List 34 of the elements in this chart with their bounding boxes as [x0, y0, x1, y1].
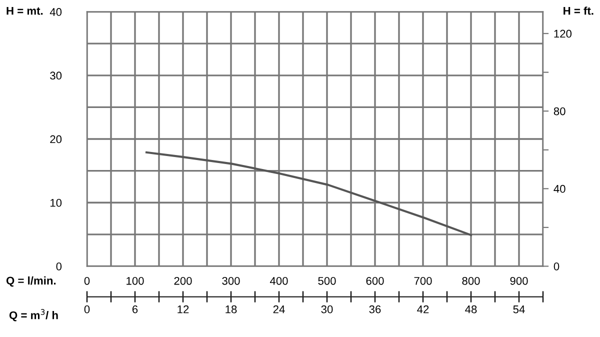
- x2-tick-label: 18: [226, 305, 237, 314]
- x-tick-label: 500: [318, 276, 336, 285]
- x-tick-label: 700: [414, 276, 432, 285]
- y2-tick-label: 0: [554, 262, 560, 270]
- x2-tick-label: 54: [513, 306, 525, 314]
- y-axis-title: H = mt.: [6, 7, 43, 15]
- x-tick-label: 100: [126, 276, 144, 285]
- x-tick-label: 800: [462, 276, 480, 285]
- x2-tick-label: 24: [273, 305, 285, 314]
- x-tick-label: 900: [510, 276, 528, 285]
- y-tick-label: 10: [50, 198, 62, 207]
- x-axis-title: Q = l/min.: [6, 276, 56, 287]
- y-tick-label: 30: [50, 72, 62, 80]
- y2-tick-label: 40: [554, 184, 566, 193]
- x2-tick-label: 12: [178, 305, 189, 314]
- y-tick-label: 0: [56, 262, 62, 270]
- x-tick-label: 600: [366, 276, 384, 285]
- x2-tick-label: 6: [132, 305, 138, 314]
- y-tick-label: 40: [50, 8, 62, 16]
- x2-tick-label: 42: [417, 305, 429, 314]
- y2-tick-label: 80: [554, 107, 566, 116]
- x-tick-label: 400: [270, 276, 288, 285]
- x-tick-label: 200: [174, 276, 192, 285]
- x2-tick-label: 48: [465, 305, 477, 314]
- x2-tick-label: 36: [369, 305, 381, 314]
- x-tick-label: 300: [222, 276, 240, 285]
- line-series: [145, 151, 472, 236]
- x-tick-label: 0: [84, 276, 90, 285]
- y2-tick-label: 120: [554, 30, 572, 38]
- x2-axis-title: Q = m$^{3}$/ h: [9, 309, 58, 322]
- x2-tick-label: 30: [321, 305, 333, 314]
- y2-axis-title: H = ft.: [564, 6, 594, 15]
- y-tick-label: 20: [50, 135, 62, 144]
- x2-tick-label: 0: [84, 305, 90, 314]
